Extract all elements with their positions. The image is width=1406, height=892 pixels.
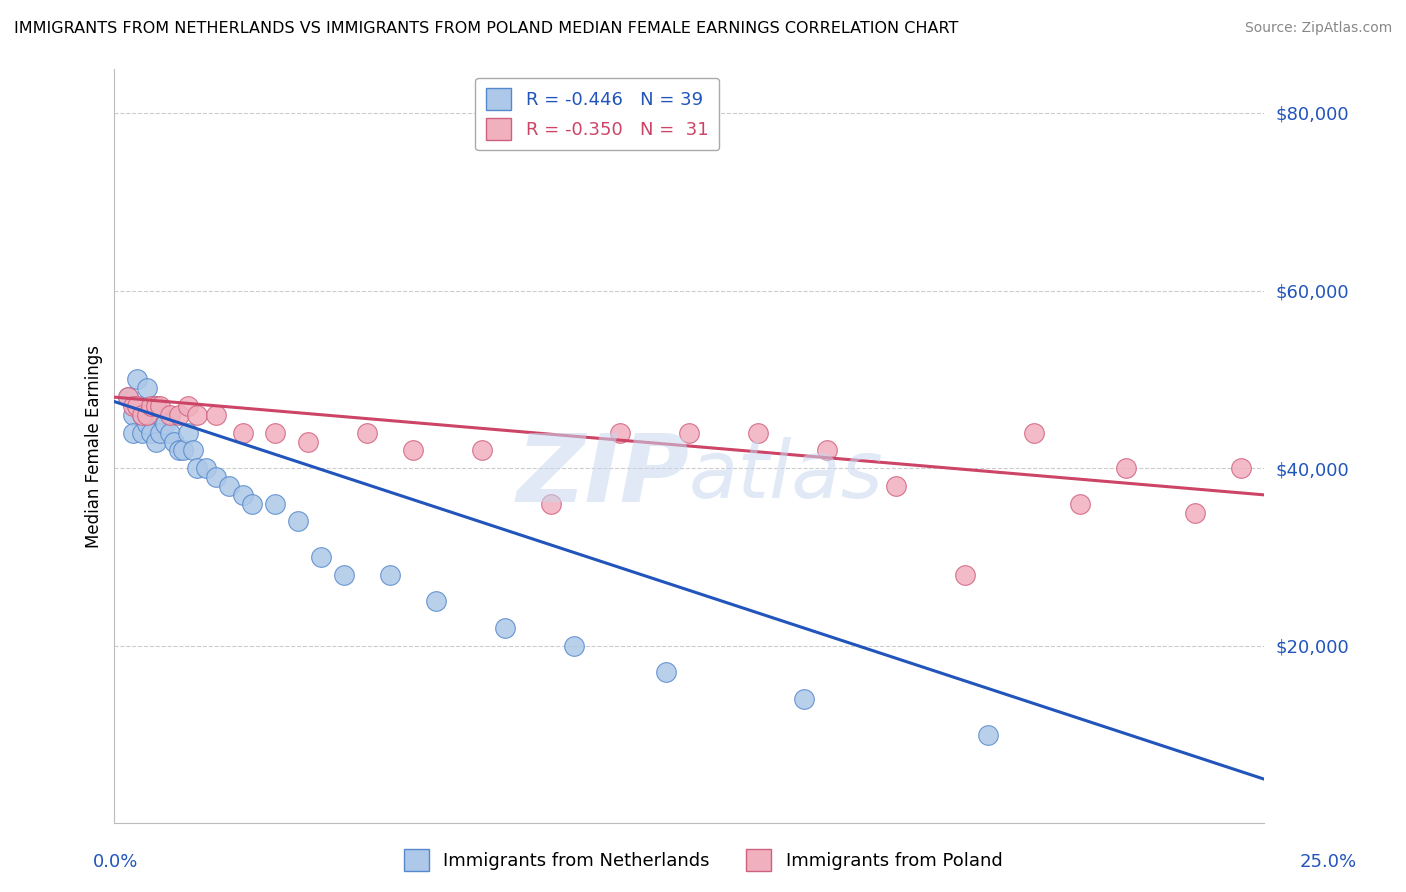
Point xyxy=(562,639,585,653)
Point xyxy=(815,443,838,458)
Point xyxy=(264,497,287,511)
Point xyxy=(159,425,181,440)
Point xyxy=(121,408,143,422)
Point xyxy=(356,425,378,440)
Point xyxy=(145,399,167,413)
Point xyxy=(131,408,153,422)
Point xyxy=(287,515,309,529)
Point xyxy=(977,728,1000,742)
Point xyxy=(402,443,425,458)
Point xyxy=(240,497,263,511)
Text: 0.0%: 0.0% xyxy=(93,853,138,871)
Point xyxy=(884,479,907,493)
Text: 25.0%: 25.0% xyxy=(1301,853,1357,871)
Point xyxy=(149,408,172,422)
Point xyxy=(145,399,167,413)
Y-axis label: Median Female Earnings: Median Female Earnings xyxy=(86,344,103,548)
Point xyxy=(127,399,149,413)
Point xyxy=(117,390,139,404)
Point xyxy=(135,408,157,422)
Point xyxy=(153,417,176,431)
Point xyxy=(167,443,190,458)
Point xyxy=(131,425,153,440)
Point xyxy=(186,408,208,422)
Point xyxy=(1115,461,1137,475)
Point xyxy=(232,488,254,502)
Point xyxy=(264,425,287,440)
Point xyxy=(1184,506,1206,520)
Point xyxy=(232,425,254,440)
Point xyxy=(141,399,163,413)
Point xyxy=(747,425,769,440)
Text: Source: ZipAtlas.com: Source: ZipAtlas.com xyxy=(1244,21,1392,35)
Point xyxy=(425,594,447,608)
Point xyxy=(195,461,218,475)
Point xyxy=(177,425,200,440)
Point xyxy=(186,461,208,475)
Point xyxy=(149,399,172,413)
Point xyxy=(204,408,226,422)
Point xyxy=(1069,497,1091,511)
Point xyxy=(655,665,678,680)
Text: IMMIGRANTS FROM NETHERLANDS VS IMMIGRANTS FROM POLAND MEDIAN FEMALE EARNINGS COR: IMMIGRANTS FROM NETHERLANDS VS IMMIGRANT… xyxy=(14,21,959,36)
Point xyxy=(494,621,516,635)
Point xyxy=(678,425,700,440)
Legend: Immigrants from Netherlands, Immigrants from Poland: Immigrants from Netherlands, Immigrants … xyxy=(396,842,1010,879)
Point xyxy=(311,549,333,564)
Point xyxy=(540,497,562,511)
Point xyxy=(793,692,815,706)
Point xyxy=(333,567,356,582)
Point xyxy=(141,408,163,422)
Point xyxy=(204,470,226,484)
Point xyxy=(141,425,163,440)
Point xyxy=(121,425,143,440)
Point xyxy=(135,417,157,431)
Point xyxy=(471,443,494,458)
Point xyxy=(167,408,190,422)
Legend: R = -0.446   N = 39, R = -0.350   N =  31: R = -0.446 N = 39, R = -0.350 N = 31 xyxy=(475,78,720,151)
Text: ZIP: ZIP xyxy=(516,430,689,522)
Point xyxy=(1230,461,1253,475)
Point xyxy=(177,399,200,413)
Point xyxy=(117,390,139,404)
Point xyxy=(953,567,976,582)
Point xyxy=(135,381,157,395)
Point xyxy=(218,479,240,493)
Text: atlas: atlas xyxy=(689,437,884,516)
Point xyxy=(127,399,149,413)
Point xyxy=(145,434,167,449)
Point xyxy=(181,443,204,458)
Point xyxy=(172,443,194,458)
Point xyxy=(127,372,149,386)
Point xyxy=(163,434,186,449)
Point xyxy=(159,408,181,422)
Point xyxy=(297,434,319,449)
Point xyxy=(131,408,153,422)
Point xyxy=(380,567,402,582)
Point xyxy=(149,425,172,440)
Point xyxy=(1022,425,1045,440)
Point xyxy=(121,399,143,413)
Point xyxy=(609,425,631,440)
